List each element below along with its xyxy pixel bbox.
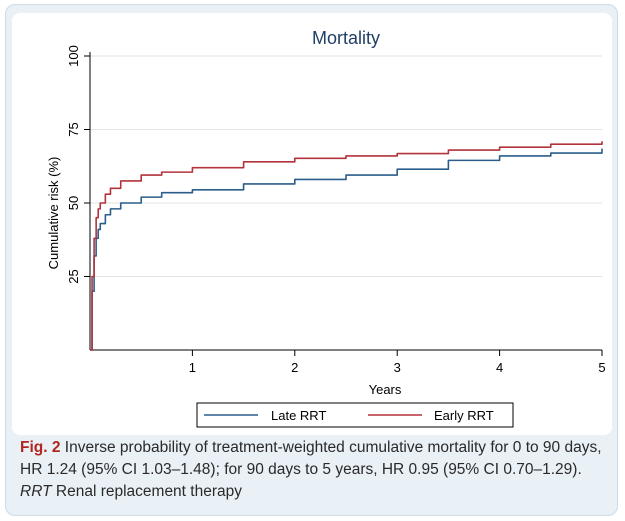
figure-caption: Fig. 2 Inverse probability of treatment-…	[20, 437, 610, 503]
series-line-late-rrt	[90, 148, 603, 351]
legend-label-early-rrt: Early RRT	[434, 408, 494, 423]
x-tick-label: 5	[598, 360, 605, 375]
y-tick-label: 75	[66, 122, 81, 136]
figure-frame: Mortality Cumulative risk (%) Years 25 50…	[5, 4, 618, 516]
caption-label: Fig. 2	[20, 439, 61, 456]
plot-panel: Mortality Cumulative risk (%) Years 25 50…	[12, 13, 612, 435]
x-tick-label: 1	[189, 360, 196, 375]
x-axis-label: Years	[369, 382, 402, 397]
mortality-chart: Mortality Cumulative risk (%) Years 2550…	[46, 28, 606, 428]
y-tick-label: 50	[66, 196, 81, 210]
x-tick-label: 4	[496, 360, 503, 375]
axes-layer: 25 50 75 100 1 2 3 4 5	[66, 45, 606, 375]
caption-text: Inverse probability of treatment-weighte…	[20, 439, 602, 478]
x-tick-label: 3	[394, 360, 401, 375]
caption-abbrev-def: Renal replacement therapy	[51, 483, 242, 500]
chart-title: Mortality	[312, 28, 380, 48]
series-line-early-rrt	[90, 141, 603, 351]
series-layer	[90, 141, 603, 351]
legend-label-late-rrt: Late RRT	[271, 408, 326, 423]
y-tick-label: 100	[66, 45, 81, 67]
y-tick-label: 25	[66, 269, 81, 283]
y-axis-label: Cumulative risk (%)	[46, 157, 61, 270]
legend: Late RRT Early RRT	[196, 402, 514, 428]
grid-layer	[90, 55, 602, 277]
x-tick-label: 2	[291, 360, 298, 375]
caption-abbrev: RRT	[20, 483, 52, 500]
